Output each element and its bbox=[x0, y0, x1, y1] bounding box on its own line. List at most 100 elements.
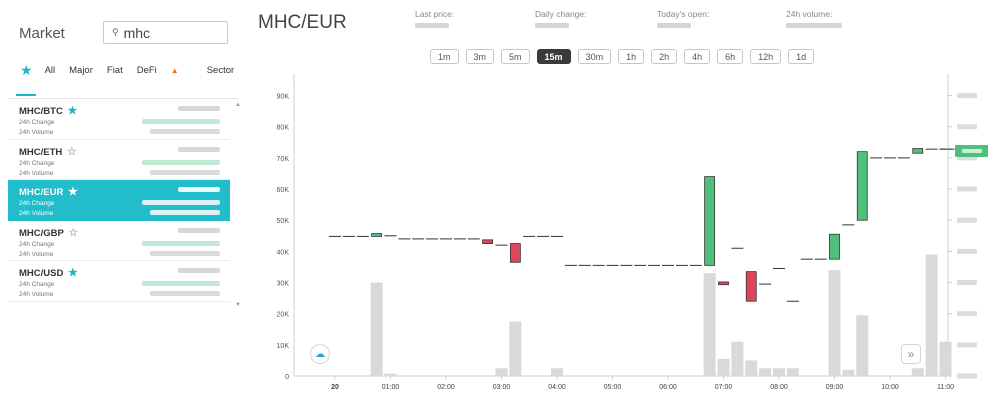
y-tick-label: 80K bbox=[277, 125, 290, 132]
pair-list: MHC/BTC ★ 24h Change 24h Volume MHC/ETH … bbox=[8, 99, 230, 302]
volume-bar bbox=[370, 282, 383, 376]
x-tick-label: 11:00 bbox=[937, 384, 954, 391]
interval-6h[interactable]: 6h bbox=[717, 49, 744, 64]
price-chart[interactable]: 90K 80K 70K 60K 50K 40K 30K 20K 10K 0 20 01:00 02:00… bbox=[258, 74, 1000, 416]
x-tick-label: 06:00 bbox=[659, 384, 677, 391]
y-tick-label: 30K bbox=[277, 281, 290, 288]
volume-label: 24h Volume bbox=[19, 210, 54, 218]
stat-value bbox=[535, 23, 569, 28]
candle-up bbox=[856, 151, 868, 221]
stat-label: 24h volume: bbox=[786, 9, 833, 19]
tab-defi[interactable]: DeFi ▲ bbox=[137, 65, 193, 76]
stat-label: Daily change: bbox=[535, 9, 587, 19]
interval-30m[interactable]: 30m bbox=[577, 49, 612, 64]
list-item-mhc-usd[interactable]: MHC/USD ★ 24h Change 24h Volume bbox=[8, 261, 230, 302]
x-tick-label: 02:00 bbox=[437, 384, 455, 391]
x-tick-label: 05:00 bbox=[604, 384, 622, 391]
tab-fiat[interactable]: Fiat bbox=[106, 65, 123, 76]
y-tick-label: 0 bbox=[285, 374, 289, 381]
search-icon: ⚲ bbox=[112, 27, 119, 37]
volume-bar bbox=[842, 369, 855, 376]
tab-defi-label: DeFi bbox=[136, 65, 157, 76]
price-value bbox=[178, 187, 220, 193]
change-value bbox=[142, 200, 220, 206]
market-title: Market bbox=[19, 25, 65, 42]
interval-1m[interactable]: 1m bbox=[430, 49, 459, 64]
interval-2h[interactable]: 2h bbox=[651, 49, 678, 64]
list-item-mhc-eth[interactable]: MHC/ETH ☆ 24h Change 24h Volume bbox=[8, 140, 230, 181]
tab-all[interactable]: All bbox=[44, 65, 56, 76]
change-value bbox=[142, 159, 220, 165]
favorite-star-icon[interactable]: ★ bbox=[67, 186, 78, 199]
candle-down bbox=[482, 239, 494, 244]
list-item-mhc-eur[interactable]: MHC/EUR ★ 24h Change 24h Volume bbox=[8, 180, 230, 221]
interval-15m[interactable]: 15m bbox=[536, 49, 571, 64]
list-item-mhc-gbp[interactable]: MHC/GBP ☆ 24h Change 24h Volume bbox=[8, 221, 230, 262]
pair-name: MHC/GBP bbox=[19, 227, 64, 239]
stat-24h-volume: 24h volume: bbox=[786, 9, 842, 28]
stat-label: Today's open: bbox=[657, 9, 710, 19]
pair-name: MHC/ETH bbox=[19, 146, 63, 158]
favorite-star-outline-icon[interactable]: ☆ bbox=[66, 145, 77, 158]
volume-value bbox=[150, 169, 220, 175]
search-input[interactable]: ⚲ mhc bbox=[103, 21, 228, 44]
candle-up bbox=[829, 233, 840, 260]
interval-3m[interactable]: 3m bbox=[465, 49, 495, 64]
x-tick-label: 03:00 bbox=[493, 384, 511, 391]
interval-12h[interactable]: 12h bbox=[750, 49, 782, 64]
cloud-icon[interactable]: ☁ bbox=[310, 344, 330, 364]
volume-value bbox=[150, 210, 220, 216]
interval-1h[interactable]: 1h bbox=[618, 49, 645, 64]
favorites-star-icon[interactable]: ★ bbox=[20, 62, 33, 78]
y-tick-label: 10K bbox=[277, 343, 290, 350]
scroll-to-latest-button[interactable]: » bbox=[901, 344, 921, 364]
candlestick-chart[interactable]: 90K 80K 70K 60K 50K 40K 30K 20K 10K 0 20 01:00 02:00… bbox=[258, 74, 1000, 416]
x-tick-label: 07:00 bbox=[715, 384, 733, 391]
x-tick-label: 04:00 bbox=[548, 384, 566, 391]
x-tick-label: 20 bbox=[331, 384, 339, 391]
volume-label: 24h Volume bbox=[19, 291, 54, 299]
tab-major[interactable]: Major bbox=[69, 65, 93, 76]
favorite-star-icon[interactable]: ★ bbox=[67, 267, 78, 280]
volume-bar bbox=[551, 368, 563, 376]
volume-bar bbox=[856, 315, 869, 376]
change-label: 24h Change bbox=[19, 240, 55, 248]
stat-todays-open: Today's open: bbox=[657, 9, 709, 28]
x-tick-label: 01:00 bbox=[382, 384, 400, 391]
y-tick-label: 40K bbox=[277, 249, 290, 256]
volume-label: 24h Volume bbox=[19, 129, 54, 136]
stat-last-price: Last price: bbox=[415, 9, 454, 28]
list-item-mhc-btc[interactable]: MHC/BTC ★ 24h Change 24h Volume bbox=[8, 99, 230, 140]
favorite-star-outline-icon[interactable]: ☆ bbox=[68, 226, 79, 239]
price-value bbox=[178, 106, 220, 111]
interval-4h[interactable]: 4h bbox=[684, 49, 711, 64]
volume-bar bbox=[703, 273, 716, 376]
volume-bar bbox=[939, 341, 952, 376]
price-value bbox=[178, 227, 220, 233]
last-price-tag bbox=[955, 145, 988, 157]
candle-up bbox=[371, 233, 383, 237]
volume-bar bbox=[925, 254, 938, 376]
volume-bar bbox=[828, 270, 841, 376]
page-title: MHC/EUR bbox=[258, 12, 347, 33]
fire-icon: ▲ bbox=[170, 66, 179, 75]
volume-bar bbox=[759, 368, 772, 376]
candle-up bbox=[912, 148, 924, 154]
change-label: 24h Change bbox=[19, 159, 55, 167]
right-price-label bbox=[957, 373, 977, 379]
tab-sector[interactable]: Sector bbox=[206, 65, 235, 76]
volume-bar bbox=[509, 321, 522, 376]
scroll-up-icon[interactable]: ▲ bbox=[235, 102, 241, 108]
right-price-label bbox=[957, 124, 977, 130]
favorite-star-icon[interactable]: ★ bbox=[67, 105, 78, 117]
interval-5m[interactable]: 5m bbox=[501, 49, 530, 64]
search-value: mhc bbox=[123, 24, 151, 41]
active-tab-indicator bbox=[16, 94, 36, 96]
x-tick-label: 09:00 bbox=[826, 384, 844, 391]
scrollbar[interactable]: ▲ ▼ bbox=[235, 102, 241, 312]
volume-label: 24h Volume bbox=[19, 250, 54, 258]
x-tick-label: 10:00 bbox=[881, 384, 899, 391]
interval-1d[interactable]: 1d bbox=[788, 49, 815, 64]
stat-value bbox=[657, 23, 691, 28]
scroll-down-icon[interactable]: ▼ bbox=[235, 302, 241, 308]
